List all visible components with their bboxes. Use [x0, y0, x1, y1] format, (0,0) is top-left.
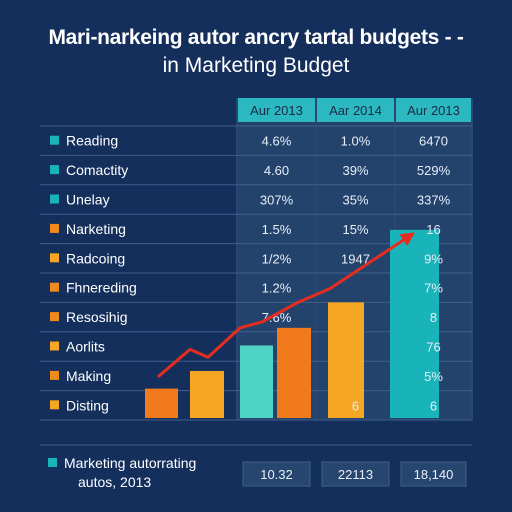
footer-cell-bg	[400, 461, 467, 487]
row-label: Fhnereding	[66, 280, 137, 296]
footer-label-line1: Marketing autorrating	[64, 455, 196, 471]
bar	[328, 302, 364, 418]
column-header: Aur 2013	[250, 103, 303, 118]
row-label: Comactity	[66, 162, 128, 178]
trend-line	[157, 234, 411, 378]
table-cell-value: 529%	[417, 163, 451, 178]
bar	[390, 229, 439, 418]
table-cell-value: 6	[430, 398, 437, 413]
table-cell-value: 15%	[342, 222, 368, 237]
column-header-bg	[238, 98, 315, 122]
row-label: Reading	[66, 133, 118, 149]
bar	[240, 345, 273, 418]
trend-arrowhead	[399, 232, 416, 246]
table-cell-value: 7%	[424, 281, 443, 296]
table-cell-value: 307%	[260, 193, 294, 208]
bar	[277, 327, 311, 418]
column-header-bg	[396, 98, 471, 122]
bar	[190, 370, 224, 418]
legend-swatch	[50, 135, 59, 145]
row-label: Radcoing	[66, 250, 125, 266]
table-cell-value: 1/2%	[262, 251, 292, 266]
table-cell-value: 4.60	[264, 163, 289, 178]
legend-swatch	[50, 253, 59, 263]
row-label: Resosihig	[66, 309, 127, 325]
footer-cell-bg	[321, 461, 390, 487]
footer-cell-value: 18,140	[414, 467, 454, 482]
table-cell-value: 16	[426, 222, 440, 237]
row-label: Aorlits	[66, 339, 105, 355]
legend-swatch	[50, 165, 59, 175]
table-cell-value: 5%	[424, 369, 443, 384]
footer-swatch	[48, 458, 57, 467]
table-cell-value: 1947	[341, 251, 370, 266]
table-cell-value: 6470	[419, 134, 448, 149]
footer-label-line2: autos, 2013	[78, 474, 151, 490]
row-label: Disting	[66, 397, 109, 413]
row-label: Unelay	[66, 192, 110, 208]
footer-cell-bg	[242, 461, 311, 487]
column-header-bg	[317, 98, 394, 122]
legend-swatch	[50, 282, 59, 292]
footer-cell-value: 22113	[338, 467, 373, 482]
bar	[145, 388, 178, 418]
legend-swatch	[50, 341, 59, 351]
table-cell-value: 7.6%	[262, 310, 292, 325]
table-cell-value: 1.2%	[262, 281, 292, 296]
table-cell-value: 337%	[417, 193, 451, 208]
chart-title-line2: in Marketing Budget	[162, 54, 350, 77]
row-label: Narketing	[66, 221, 126, 237]
legend-swatch	[50, 312, 59, 322]
table-cell-value: 76	[426, 340, 440, 355]
chart-title-line1: Mari-narkeing autor ancry tartal budgets…	[48, 26, 464, 49]
table-cell-value: 35%	[342, 193, 368, 208]
table-cell-value: 1.0%	[341, 134, 371, 149]
legend-swatch	[50, 370, 59, 380]
legend-swatch	[50, 223, 59, 233]
table-cell-value: 39%	[342, 163, 368, 178]
table-cell-value: 8	[430, 310, 437, 325]
table-cell-value: 9%	[424, 251, 443, 266]
footer-cell-value: 10.32	[260, 467, 293, 482]
table-cell-value: 1.5%	[262, 222, 292, 237]
row-label: Making	[66, 368, 111, 384]
legend-swatch	[50, 400, 59, 410]
column-header: Aar 2014	[329, 103, 382, 118]
legend-swatch	[50, 194, 59, 204]
column-header: Aur 2013	[407, 103, 460, 118]
table-cell-value: 6	[352, 398, 359, 413]
table-cell-value: 4.6%	[262, 134, 292, 149]
